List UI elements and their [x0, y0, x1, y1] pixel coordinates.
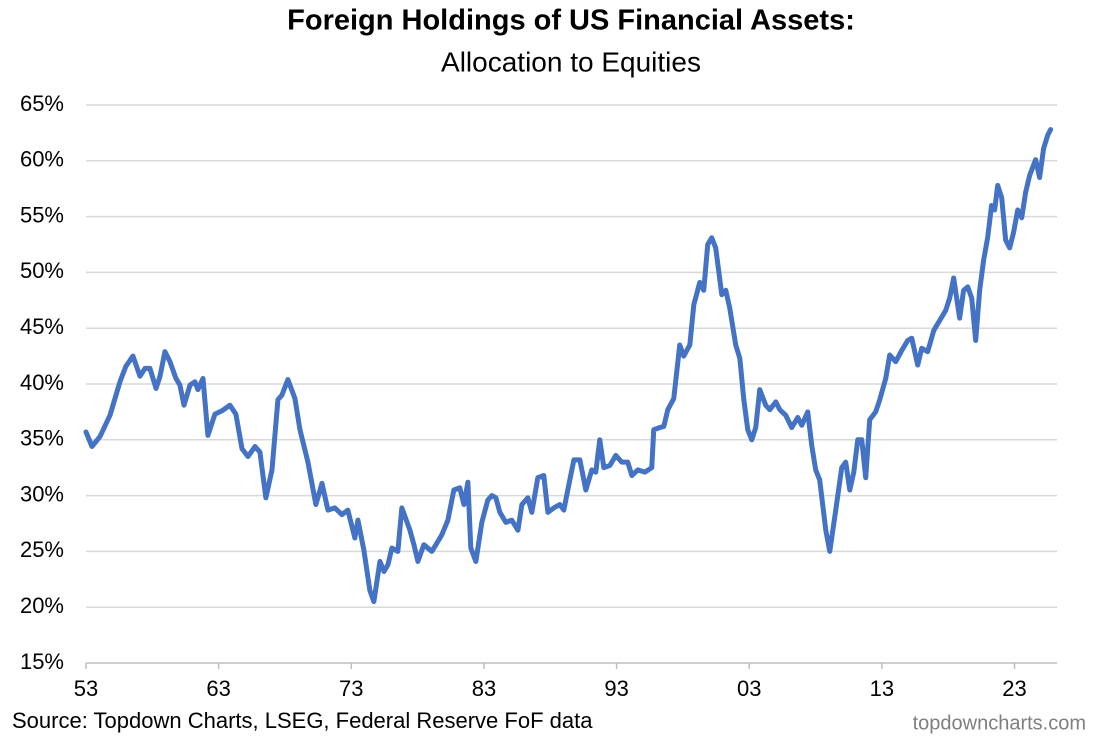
x-tick-label: 53	[74, 676, 98, 701]
y-tick-label: 30%	[20, 481, 64, 506]
x-tick-label: 83	[472, 676, 496, 701]
x-tick-label: 63	[206, 676, 230, 701]
x-tick-label: 93	[604, 676, 628, 701]
y-tick-label: 35%	[20, 426, 64, 451]
x-tick-label: 13	[870, 676, 894, 701]
data-line	[83, 127, 1054, 605]
x-tick-label: 03	[737, 676, 761, 701]
y-tick-label: 55%	[20, 202, 64, 227]
source-note: Source: Topdown Charts, LSEG, Federal Re…	[12, 708, 593, 733]
y-tick-label: 65%	[20, 91, 64, 116]
y-tick-label: 15%	[20, 649, 64, 674]
y-tick-label: 20%	[20, 593, 64, 618]
watermark: topdowncharts.com	[913, 712, 1086, 734]
y-tick-label: 50%	[20, 258, 64, 283]
y-tick-label: 40%	[20, 370, 64, 395]
y-tick-label: 25%	[20, 537, 64, 562]
y-tick-label: 45%	[20, 314, 64, 339]
x-tick-label: 23	[1002, 676, 1026, 701]
y-tick-label: 60%	[20, 147, 64, 172]
chart-title: Foreign Holdings of US Financial Assets:	[287, 5, 855, 37]
chart-subtitle: Allocation to Equities	[441, 46, 701, 77]
x-tick-label: 73	[339, 676, 363, 701]
